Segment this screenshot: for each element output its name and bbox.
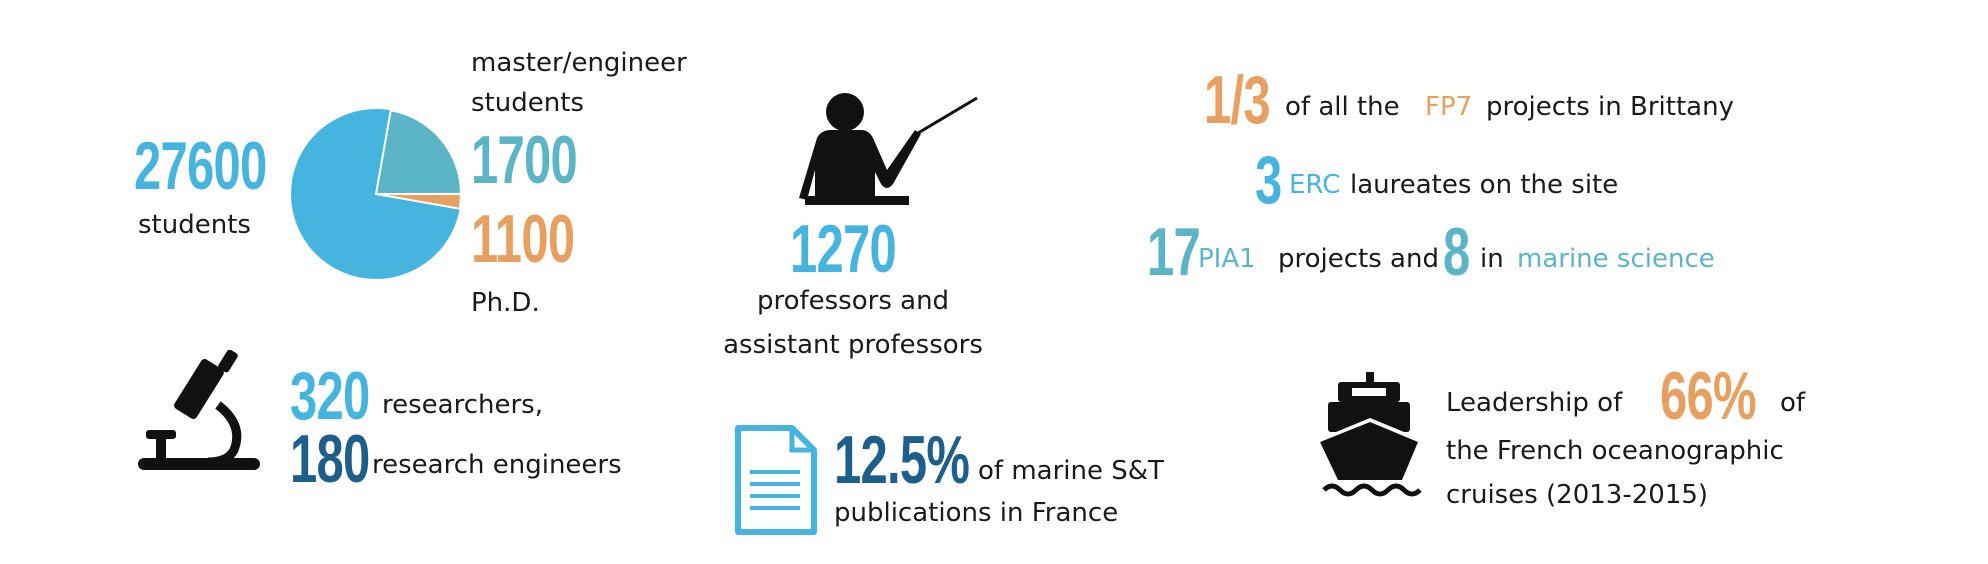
professors-label-1: professors and xyxy=(756,286,950,316)
phd-label: Ph.D. xyxy=(471,288,540,318)
professors-value: 1270 xyxy=(790,211,897,287)
fp7-value: 1/3 xyxy=(1204,62,1271,138)
cruises-post: of xyxy=(1780,388,1806,418)
erc-value: 3 xyxy=(1255,142,1282,218)
marine-name: marine science xyxy=(1517,244,1715,274)
students-total: 27600 xyxy=(134,128,267,204)
publications-value: 12.5% xyxy=(834,422,970,498)
cruises-value: 66% xyxy=(1660,358,1757,434)
document-icon xyxy=(735,425,817,535)
pia-name: PIA1 xyxy=(1198,244,1256,274)
publications-label-1: of marine S&T xyxy=(978,456,1164,486)
microscope-icon xyxy=(138,350,260,470)
pia-value: 17 xyxy=(1147,214,1201,290)
students-pie-chart xyxy=(291,109,462,279)
marine-value: 8 xyxy=(1443,214,1470,290)
master-label-2: students xyxy=(471,88,584,118)
professors-label-2: assistant professors xyxy=(723,330,983,360)
fp7-post: projects in Brittany xyxy=(1486,92,1734,122)
cruises-pre: Leadership of xyxy=(1446,388,1623,418)
engineers-value: 180 xyxy=(290,421,370,497)
researchers-label: researchers, xyxy=(382,390,543,420)
marine-pre: in xyxy=(1480,244,1504,274)
pia-mid: projects and xyxy=(1278,244,1439,274)
phd-value: 1100 xyxy=(471,201,575,277)
fp7-pre: of all the xyxy=(1285,92,1400,122)
students-label: students xyxy=(138,210,251,240)
teacher-icon xyxy=(799,93,978,205)
researchers-value: 320 xyxy=(290,358,370,434)
erc-post: laureates on the site xyxy=(1350,170,1619,200)
engineers-label: research engineers xyxy=(372,450,622,480)
ship-icon xyxy=(1320,372,1422,497)
pie-slice-phd xyxy=(375,192,462,210)
erc-name: ERC xyxy=(1289,170,1341,200)
master-value: 1700 xyxy=(471,122,578,198)
fp7-name: FP7 xyxy=(1425,92,1473,122)
cruises-label-2: the French oceanographic xyxy=(1446,436,1784,466)
pie-slice-master xyxy=(374,109,462,196)
cruises-label-3: cruises (2013-2015) xyxy=(1446,480,1709,510)
master-label-1: master/engineer xyxy=(471,48,687,78)
publications-label-2: publications in France xyxy=(834,498,1119,528)
